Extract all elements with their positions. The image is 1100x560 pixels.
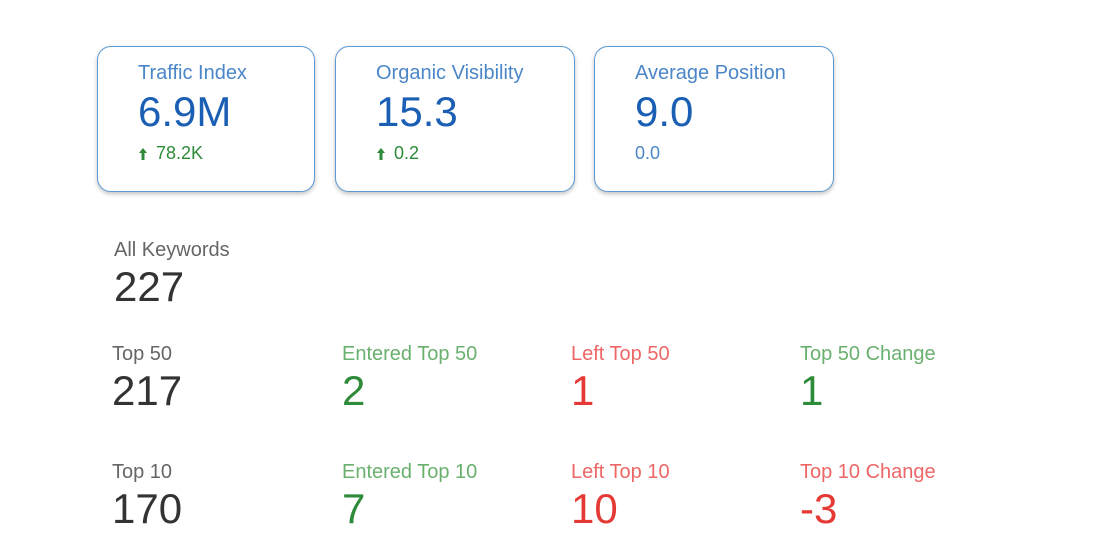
card-delta: 78.2K (138, 143, 203, 164)
entered-top50-metric: Entered Top 50 2 (342, 342, 477, 414)
metric-value: 7 (342, 485, 366, 532)
top10-change-metric: Top 10 Change -3 (800, 460, 936, 532)
metric-label: Entered Top 10 (342, 461, 478, 483)
left-top50-metric: Left Top 50 1 (571, 342, 670, 414)
metric-value: 10 (571, 485, 618, 532)
card-value: 15.3 (376, 88, 458, 135)
top50-metric: Top 50 217 (112, 342, 182, 414)
metric-label: Top 50 (112, 343, 173, 365)
metric-label: Top 10 Change (800, 461, 936, 483)
top50-change-metric: Top 50 Change 1 (800, 342, 936, 414)
metric-label: Left Top 10 (571, 461, 670, 483)
metric-label: All Keywords (114, 239, 230, 261)
card-value: 9.0 (635, 88, 694, 135)
metric-value: 2 (342, 367, 366, 414)
metric-label: Left Top 50 (571, 343, 670, 365)
metric-value: 217 (112, 367, 183, 414)
card-delta-value: 0.0 (635, 143, 661, 163)
organic-visibility-card: Organic Visibility 15.3 0.2 (335, 46, 575, 192)
metric-label: Top 50 Change (800, 343, 936, 365)
card-delta: 0.2 (376, 143, 419, 164)
card-value: 6.9M (138, 88, 232, 135)
metric-value: 170 (112, 485, 183, 532)
card-delta-value: 78.2K (156, 143, 204, 163)
left-top10-metric: Left Top 10 10 (571, 460, 670, 532)
metric-value: 1 (800, 367, 824, 414)
average-position-card: Average Position 9.0 0.0 (594, 46, 834, 192)
card-title: Organic Visibility (376, 62, 524, 84)
metric-value: -3 (800, 485, 838, 532)
card-title: Traffic Index (138, 62, 247, 84)
card-delta-value: 0.2 (394, 143, 420, 163)
card-delta: 0.0 (635, 143, 660, 164)
card-title: Average Position (635, 62, 786, 84)
arrow-up-icon (376, 147, 386, 161)
traffic-index-card: Traffic Index 6.9M 78.2K (97, 46, 315, 192)
arrow-up-icon (138, 147, 148, 161)
metric-label: Top 10 (112, 461, 173, 483)
all-keywords-metric: All Keywords 227 (114, 238, 230, 310)
metric-value: 227 (114, 263, 185, 310)
metric-value: 1 (571, 367, 595, 414)
entered-top10-metric: Entered Top 10 7 (342, 460, 477, 532)
metric-label: Entered Top 50 (342, 343, 478, 365)
top10-metric: Top 10 170 (112, 460, 182, 532)
